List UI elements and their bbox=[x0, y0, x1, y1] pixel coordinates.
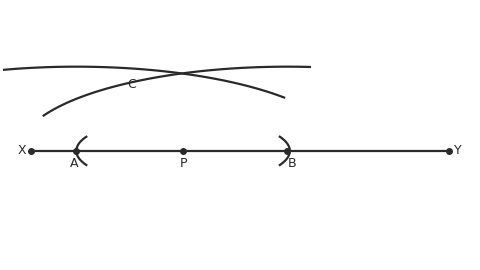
Text: Y: Y bbox=[454, 144, 461, 157]
Text: P: P bbox=[180, 157, 187, 170]
Text: C: C bbox=[127, 78, 136, 91]
Text: X: X bbox=[18, 144, 26, 157]
Text: A: A bbox=[70, 157, 78, 170]
Text: B: B bbox=[288, 157, 297, 170]
